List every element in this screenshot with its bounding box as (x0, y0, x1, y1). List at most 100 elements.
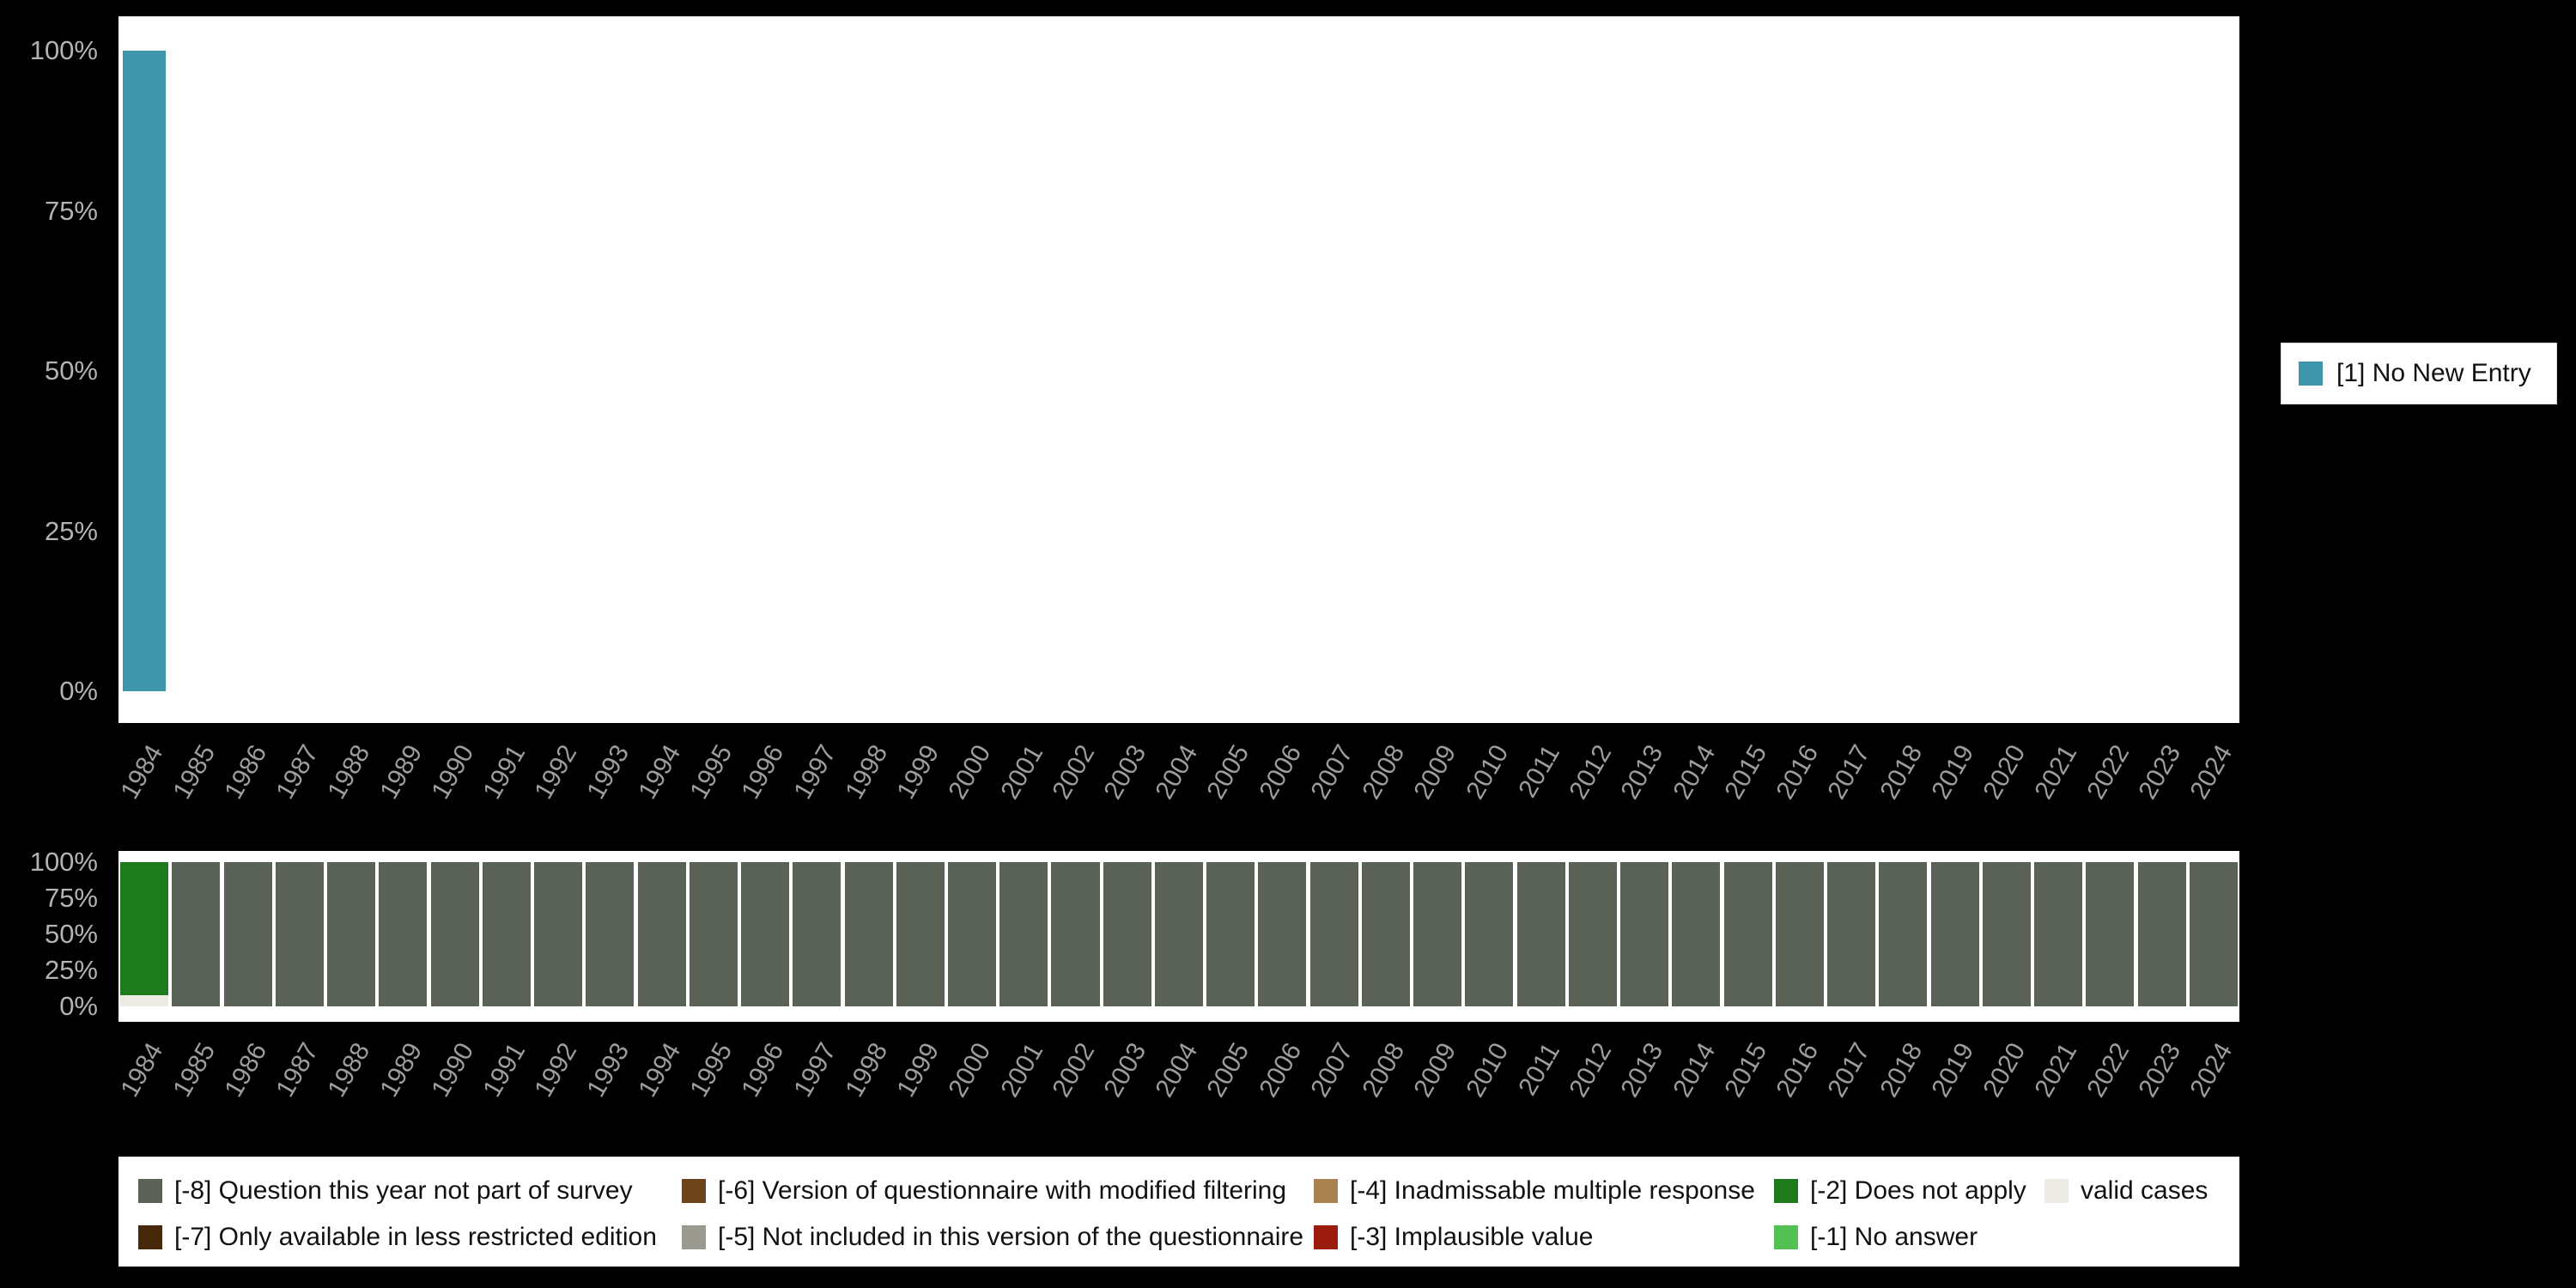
bar-segment-8-question-this-year-not-part-of-survey (1361, 862, 1410, 1006)
bar-segment-8-question-this-year-not-part-of-survey (844, 862, 893, 1006)
x-axis-tick-label: 1995 (684, 1038, 738, 1103)
x-axis-tick-label: 2016 (1771, 1038, 1825, 1103)
x-axis-tick-label: 2001 (994, 1038, 1048, 1103)
bar-segment-8-question-this-year-not-part-of-survey (1827, 862, 1876, 1006)
x-axis-tick-label: 2000 (943, 1038, 997, 1103)
x-axis-tick-label: 1993 (580, 1038, 635, 1103)
bar-segment-8-question-this-year-not-part-of-survey (2137, 862, 2186, 1006)
legend-item-7-only-available-in-less-restricted-edition: [-7] Only available in less restricted e… (138, 1222, 657, 1253)
x-axis-tick-label: 1984 (115, 740, 169, 805)
x-axis-tick-label: 2004 (1150, 1038, 1204, 1103)
y-axis-tick-label: 0% (59, 676, 98, 706)
legend-swatch (1774, 1225, 1798, 1249)
legend-label: [-4] Inadmissable multiple response (1350, 1176, 1755, 1205)
x-axis-tick-label: 1985 (167, 1038, 221, 1103)
x-axis-tick-label: 2024 (2184, 1038, 2239, 1103)
x-axis-tick-label: 2018 (1874, 740, 1928, 805)
x-axis-tick-label: 2002 (1047, 740, 1101, 805)
legend-swatch (1314, 1179, 1338, 1203)
bar-segment-8-question-this-year-not-part-of-survey (896, 862, 945, 1006)
legend-swatch (1314, 1225, 1338, 1249)
bar-segment-8-question-this-year-not-part-of-survey (1723, 862, 1772, 1006)
legend-item-valid-cases: valid cases (2044, 1176, 2208, 1206)
bar-segment-8-question-this-year-not-part-of-survey (1620, 862, 1669, 1006)
bar-segment-8-question-this-year-not-part-of-survey (1103, 862, 1151, 1006)
bottom-chart-plot (118, 851, 2239, 1022)
legend-swatch (1774, 1179, 1798, 1203)
x-axis-tick-label: 1996 (736, 740, 790, 805)
x-axis-tick-label: 2014 (1668, 1038, 1722, 1103)
legend-swatch-no-new-entry (2299, 361, 2323, 386)
top-chart-legend: [1] No New Entry (2281, 343, 2557, 404)
x-axis-tick-label: 1990 (426, 1038, 480, 1103)
bar-segment-8-question-this-year-not-part-of-survey (637, 862, 686, 1006)
x-axis-tick-label: 1990 (426, 740, 480, 805)
legend-label: [-8] Question this year not part of surv… (174, 1176, 633, 1205)
bar-segment-8-question-this-year-not-part-of-survey (1672, 862, 1721, 1006)
bar-segment-8-question-this-year-not-part-of-survey (1051, 862, 1100, 1006)
bar-segment-8-question-this-year-not-part-of-survey (1879, 862, 1928, 1006)
legend-item-8-question-this-year-not-part-of-survey: [-8] Question this year not part of surv… (138, 1176, 633, 1206)
x-axis-tick-label: 1999 (891, 1038, 945, 1103)
y-axis-tick-label: 50% (44, 919, 98, 949)
x-axis-tick-label: 1995 (684, 740, 738, 805)
x-axis-tick-label: 2004 (1150, 740, 1204, 805)
x-axis-tick-label: 2011 (1513, 740, 1566, 803)
bar-segment-8-question-this-year-not-part-of-survey (327, 862, 376, 1006)
x-axis-tick-label: 1986 (219, 740, 273, 805)
y-axis-tick-label: 75% (44, 883, 98, 913)
x-axis-tick-label: 2012 (1564, 1038, 1618, 1103)
x-axis-tick-label: 1994 (633, 740, 687, 805)
x-axis-tick-label: 1987 (270, 740, 325, 805)
x-axis-tick-label: 2010 (1461, 740, 1515, 805)
x-axis-tick-label: 1991 (477, 1038, 532, 1103)
x-axis-tick-label: 2019 (1926, 1038, 1980, 1103)
bar-segment-8-question-this-year-not-part-of-survey (172, 862, 221, 1006)
x-axis-tick-label: 1987 (270, 1038, 325, 1103)
x-axis-tick-label: 1993 (580, 740, 635, 805)
y-axis-tick-label: 100% (29, 35, 98, 65)
bottom-chart-bars (118, 862, 2239, 1006)
x-axis-tick-label: 1985 (167, 740, 221, 805)
top-chart-bars (118, 51, 2239, 691)
x-axis-tick-label: 2017 (1822, 740, 1876, 805)
x-axis-tick-label: 2005 (1201, 740, 1255, 805)
y-axis-tick-label: 0% (59, 991, 98, 1021)
bar-segment-8-question-this-year-not-part-of-survey (1206, 862, 1255, 1006)
bar-segment-8-question-this-year-not-part-of-survey (1154, 862, 1203, 1006)
x-axis-tick-label: 2021 (2029, 1038, 2083, 1103)
x-axis-tick-label: 1986 (219, 1038, 273, 1103)
x-axis-tick-label: 2011 (1513, 1038, 1566, 1101)
x-axis-tick-label: 1996 (736, 1038, 790, 1103)
x-axis-tick-label: 2006 (1254, 740, 1308, 805)
bar-segment-8-question-this-year-not-part-of-survey (2189, 862, 2238, 1006)
bar-segment-8-question-this-year-not-part-of-survey (534, 862, 583, 1006)
bar-segment-8-question-this-year-not-part-of-survey (1930, 862, 1979, 1006)
x-axis-tick-label: 2021 (2029, 740, 2083, 805)
top-chart-plot (118, 16, 2239, 723)
y-axis-tick-label: 75% (44, 195, 98, 226)
bar-segment-8-question-this-year-not-part-of-survey (482, 862, 531, 1006)
bar-segment-8-question-this-year-not-part-of-survey (1413, 862, 1462, 1006)
x-axis-tick-label: 2003 (1098, 1038, 1152, 1103)
bar-segment-8-question-this-year-not-part-of-survey (741, 862, 790, 1006)
bar-segment-2-does-not-apply (120, 862, 169, 995)
bar-segment-8-question-this-year-not-part-of-survey (1982, 862, 2031, 1006)
x-axis-tick-label: 2020 (1978, 1038, 2032, 1103)
bar-segment-8-question-this-year-not-part-of-survey (793, 862, 841, 1006)
x-axis-tick-label: 1998 (840, 740, 894, 805)
x-axis-tick-label: 2000 (943, 740, 997, 805)
legend-label: [-2] Does not apply (1810, 1176, 2026, 1205)
bottom-chart-legend: [-8] Question this year not part of surv… (118, 1157, 2239, 1267)
x-axis-tick-label: 2020 (1978, 740, 2032, 805)
legend-label: [-7] Only available in less restricted e… (174, 1223, 657, 1251)
x-axis-tick-label: 1992 (529, 1038, 583, 1103)
bar-segment-8-question-this-year-not-part-of-survey (223, 862, 272, 1006)
legend-label: valid cases (2081, 1176, 2208, 1205)
legend-item-4-inadmissable-multiple-response: [-4] Inadmissable multiple response (1314, 1176, 1755, 1206)
bar-segment-8-question-this-year-not-part-of-survey (275, 862, 324, 1006)
x-axis-tick-label: 2014 (1668, 740, 1722, 805)
x-axis-tick-label: 2006 (1254, 1038, 1308, 1103)
x-axis-tick-label: 1997 (787, 1038, 841, 1103)
x-axis-tick-label: 2023 (2133, 1038, 2187, 1103)
